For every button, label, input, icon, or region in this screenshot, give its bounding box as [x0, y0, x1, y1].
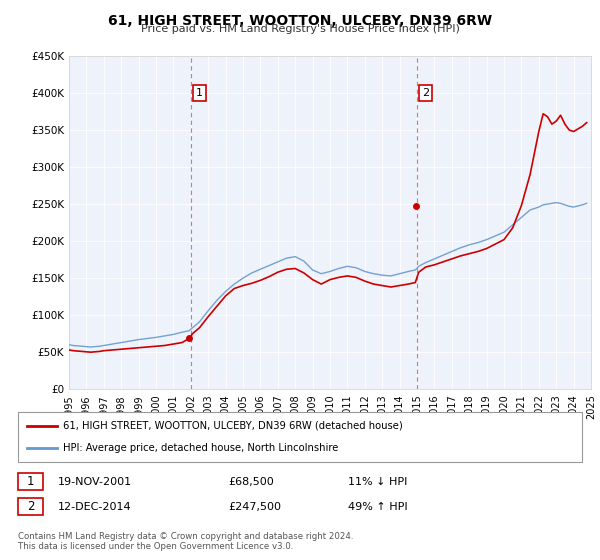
Text: HPI: Average price, detached house, North Lincolnshire: HPI: Average price, detached house, Nort… — [63, 443, 338, 453]
Text: 1: 1 — [196, 88, 203, 98]
Text: 12-DEC-2014: 12-DEC-2014 — [58, 502, 132, 512]
Text: 61, HIGH STREET, WOOTTON, ULCEBY, DN39 6RW: 61, HIGH STREET, WOOTTON, ULCEBY, DN39 6… — [108, 14, 492, 28]
Text: 11% ↓ HPI: 11% ↓ HPI — [348, 477, 407, 487]
Text: £68,500: £68,500 — [228, 477, 274, 487]
Point — [412, 202, 421, 211]
Text: £247,500: £247,500 — [228, 502, 281, 512]
Text: 49% ↑ HPI: 49% ↑ HPI — [348, 502, 407, 512]
Text: Contains HM Land Registry data © Crown copyright and database right 2024.
This d: Contains HM Land Registry data © Crown c… — [18, 532, 353, 552]
Text: Price paid vs. HM Land Registry's House Price Index (HPI): Price paid vs. HM Land Registry's House … — [140, 24, 460, 34]
Text: 19-NOV-2001: 19-NOV-2001 — [58, 477, 133, 487]
Text: 1: 1 — [27, 475, 34, 488]
Text: 2: 2 — [27, 500, 34, 514]
Text: 61, HIGH STREET, WOOTTON, ULCEBY, DN39 6RW (detached house): 61, HIGH STREET, WOOTTON, ULCEBY, DN39 6… — [63, 421, 403, 431]
Point — [184, 334, 194, 343]
Text: 2: 2 — [422, 88, 430, 98]
